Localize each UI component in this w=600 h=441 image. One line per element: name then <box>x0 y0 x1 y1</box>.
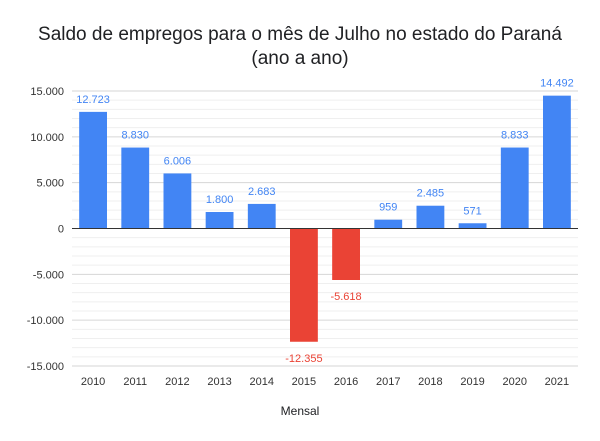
x-tick-label: 2017 <box>376 376 400 388</box>
data-label-2012: 6.006 <box>164 155 192 167</box>
x-tick-label: 2012 <box>165 376 189 388</box>
x-tick-label: 2015 <box>292 376 316 388</box>
y-tick-label: -15.000 <box>27 361 64 373</box>
bar-2011 <box>121 147 150 229</box>
bar-2014 <box>247 203 276 229</box>
data-label-2015: -12.355 <box>285 353 322 365</box>
y-tick-label: 5.000 <box>36 178 64 190</box>
data-label-2016: -5.618 <box>330 291 361 303</box>
y-tick-label: 0 <box>58 224 64 236</box>
bar-2013 <box>205 212 234 229</box>
bar-2017 <box>374 219 403 229</box>
x-axis-label: Mensal <box>280 404 320 418</box>
x-tick-label: 2010 <box>81 376 105 388</box>
data-label-2017: 959 <box>379 202 397 214</box>
x-tick-label: 2013 <box>207 376 231 388</box>
x-tick-label: 2018 <box>418 376 442 388</box>
data-label-2013: 1.800 <box>206 194 234 206</box>
data-label-2010: 12.723 <box>76 94 110 106</box>
y-tick-label: -5.000 <box>33 269 64 281</box>
x-tick-label: 2020 <box>503 376 527 388</box>
data-label-2011: 8.830 <box>121 130 149 142</box>
data-label-2014: 2.683 <box>248 186 276 198</box>
y-tick-label: 10.000 <box>30 132 64 144</box>
chart-title-line2: (ano a ano) <box>251 48 349 69</box>
data-label-2020: 8.833 <box>501 130 529 142</box>
chart-title-line1: Saldo de empregos para o mês de Julho no… <box>38 24 562 45</box>
x-tick-label: 2021 <box>545 376 569 388</box>
x-tick-label: 2011 <box>123 376 147 388</box>
bar-2010 <box>79 111 107 229</box>
bar-2018 <box>416 205 445 229</box>
bar-2019 <box>458 223 487 229</box>
data-label-2018: 2.485 <box>417 188 445 200</box>
bar-2016 <box>332 228 360 280</box>
data-label-2021: 14.492 <box>540 78 574 90</box>
y-tick-label: 15.000 <box>30 86 64 98</box>
x-tick-label: 2016 <box>334 376 358 388</box>
bar-2020 <box>500 147 529 229</box>
data-label-2019: 571 <box>463 205 481 217</box>
x-tick-label: 2019 <box>460 376 484 388</box>
bar-2012 <box>163 173 192 229</box>
x-tick-label: 2014 <box>250 376 274 388</box>
bar-2021 <box>543 95 571 229</box>
bar-2015 <box>290 228 318 342</box>
y-tick-label: -10.000 <box>27 315 64 327</box>
